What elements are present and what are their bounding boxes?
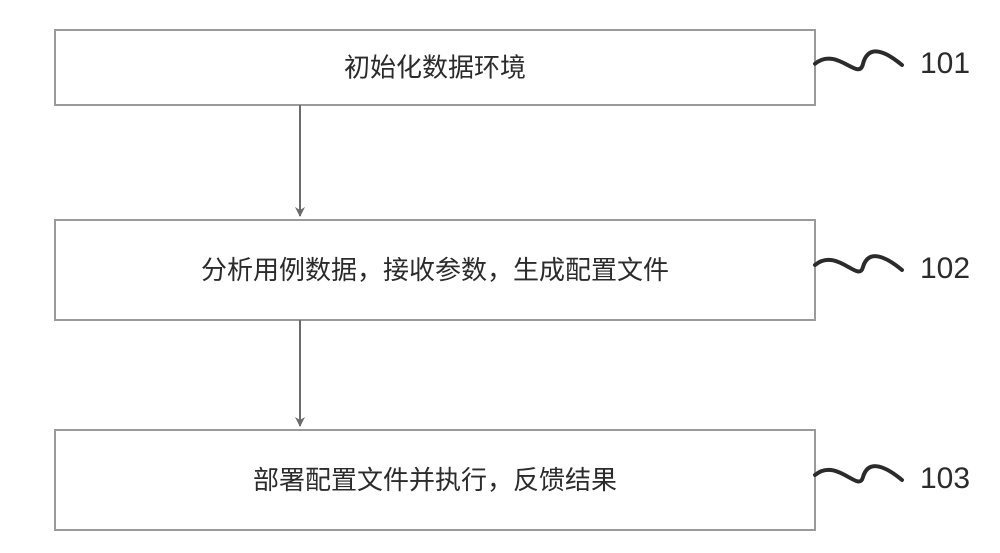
flow-node-text-n1: 初始化数据环境 [344,52,526,82]
squiggle-n1 [815,51,902,69]
squiggle-n2 [815,256,902,271]
flow-node-label-n2: 102 [920,252,970,285]
flow-node-label-n3: 103 [920,462,970,495]
squiggle-n3 [815,466,902,481]
flow-node-text-n2: 分析用例数据，接收参数，生成配置文件 [201,255,669,285]
flow-node-label-n1: 101 [920,47,970,80]
flowchart-canvas: 初始化数据环境 101 分析用例数据，接收参数，生成配置文件 102 部署配置文件并执行… [0,0,1000,553]
flow-node-text-n3: 部署配置文件并执行，反馈结果 [253,465,617,495]
